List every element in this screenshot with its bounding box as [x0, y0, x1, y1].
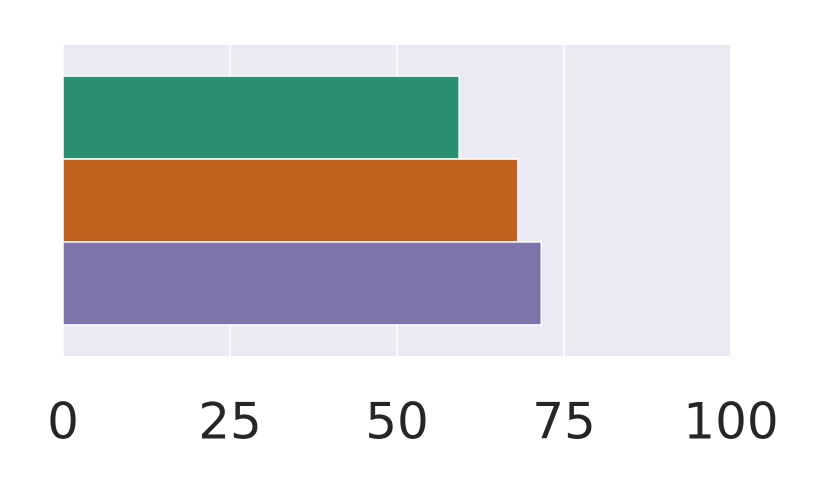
- bar: [62, 241, 543, 326]
- x-tick-label: 25: [198, 393, 262, 451]
- x-tick-label: 0: [47, 393, 79, 451]
- x-tick-label: 75: [532, 393, 596, 451]
- bar: [62, 75, 460, 160]
- bar: [62, 158, 519, 243]
- x-tick-label: 50: [365, 393, 429, 451]
- x-tick-label: 100: [683, 393, 778, 451]
